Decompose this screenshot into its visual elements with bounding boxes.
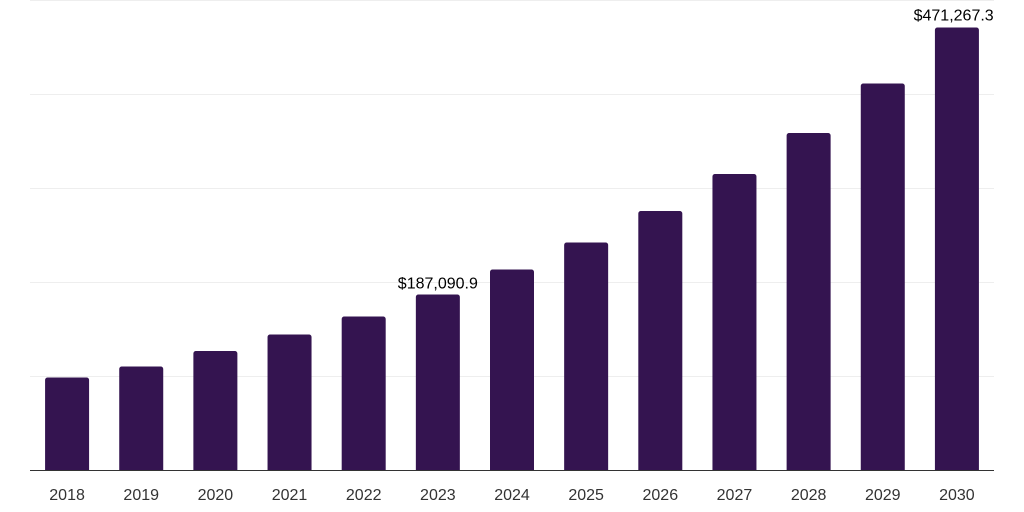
svg-text:2025: 2025 [568, 487, 604, 504]
svg-text:2022: 2022 [346, 487, 382, 504]
svg-text:2020: 2020 [198, 487, 234, 504]
svg-text:2018: 2018 [49, 487, 85, 504]
svg-text:2028: 2028 [791, 487, 827, 504]
svg-text:2023: 2023 [420, 487, 456, 504]
svg-text:2019: 2019 [123, 487, 159, 504]
svg-text:2029: 2029 [865, 487, 901, 504]
svg-text:$471,267.3: $471,267.3 [914, 7, 994, 24]
svg-text:2021: 2021 [272, 487, 308, 504]
svg-text:2030: 2030 [939, 487, 975, 504]
svg-text:2027: 2027 [717, 487, 753, 504]
svg-text:2024: 2024 [494, 487, 530, 504]
svg-text:2026: 2026 [643, 487, 679, 504]
svg-text:$187,090.9: $187,090.9 [398, 275, 478, 292]
